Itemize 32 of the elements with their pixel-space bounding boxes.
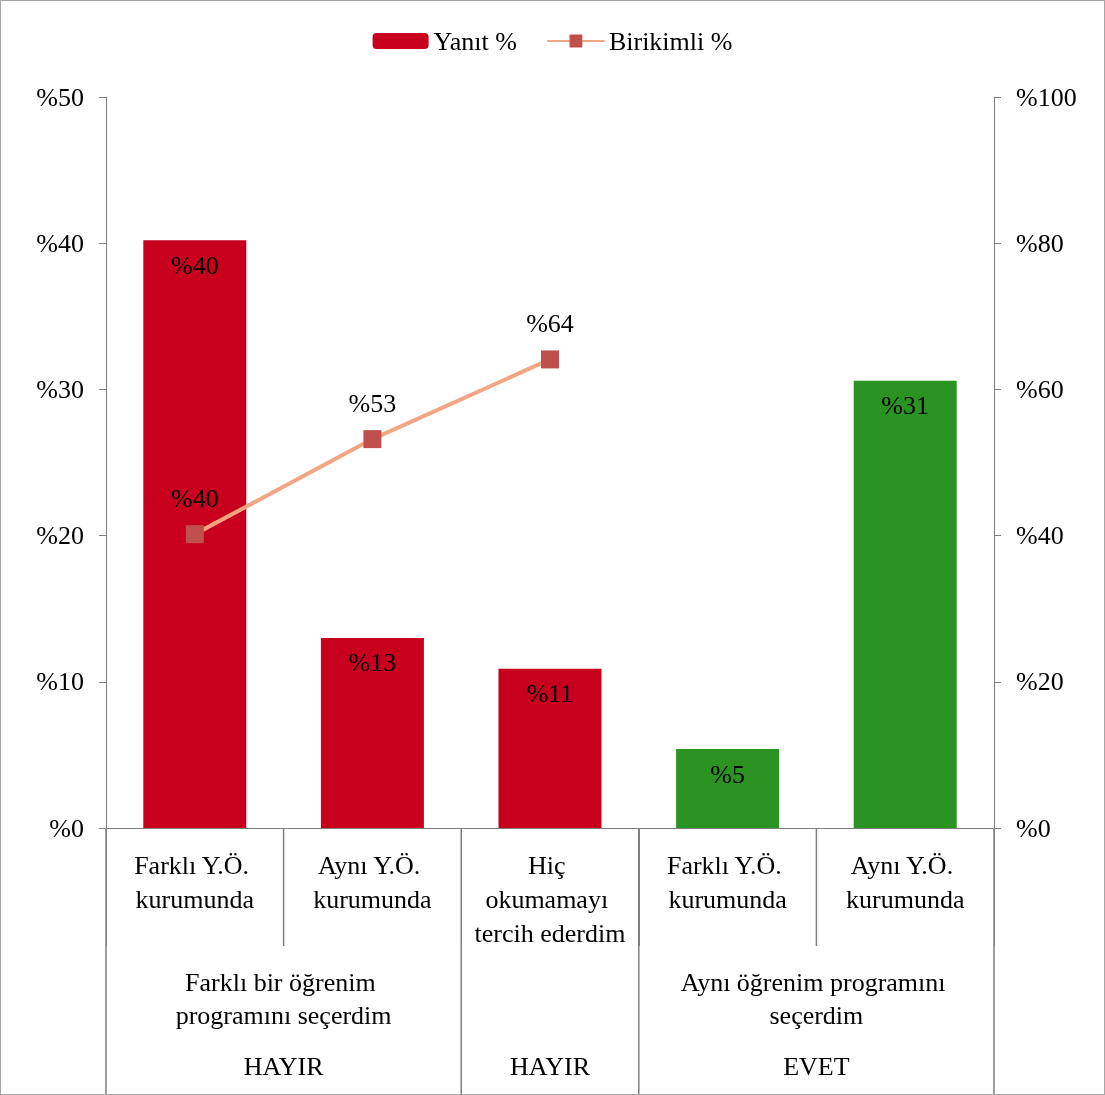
data-label: %40 [170,483,219,513]
data-label: %40 [170,250,219,280]
text: EVET [783,1052,850,1081]
y-tick-label: %40 [36,228,84,258]
y2-tick-label: %20 [1016,667,1064,697]
legend-label: Yanıt % [433,26,517,56]
y-tick-label: %0 [49,813,84,843]
data-label: %13 [348,648,397,678]
x-tick-label: Aynı Y.Ö. kurumunda [313,850,433,914]
y2-tick-label: %60 [1016,374,1064,404]
y2-tick-label: %40 [1016,521,1064,551]
y2-tick-label: %0 [1016,813,1051,843]
data-label: %11 [526,679,574,709]
y-tick-label: %50 [36,82,84,112]
y-tick-label: %30 [36,374,84,404]
x-tick-label: Farklı Y.Ö. kurumunda [134,850,256,914]
text: Farklı bir öğrenim programını seçerdim [175,968,392,1030]
data-label: %64 [526,308,574,338]
data-label: %5 [710,759,745,789]
y2-tick-label: %100 [1016,82,1077,112]
text: HAYIR [510,1052,591,1081]
legend-label: Birikimli % [608,26,733,56]
data-label: %31 [881,391,930,421]
x-tick-label: Hiç okumamayı tercih ederdim [474,850,626,948]
y2-tick-label: %80 [1016,228,1064,258]
y-tick-label: %20 [36,521,84,551]
text: HAYIR [243,1052,325,1081]
text: Aynı öğrenim programını seçerdim [680,968,953,1030]
x-tick-label: Farklı Y.Ö. kurumunda [666,850,789,914]
y-tick-label: %10 [36,667,84,697]
x-tick-label: Aynı Y.Ö. kurumunda [845,850,965,914]
data-label: %53 [348,388,397,418]
